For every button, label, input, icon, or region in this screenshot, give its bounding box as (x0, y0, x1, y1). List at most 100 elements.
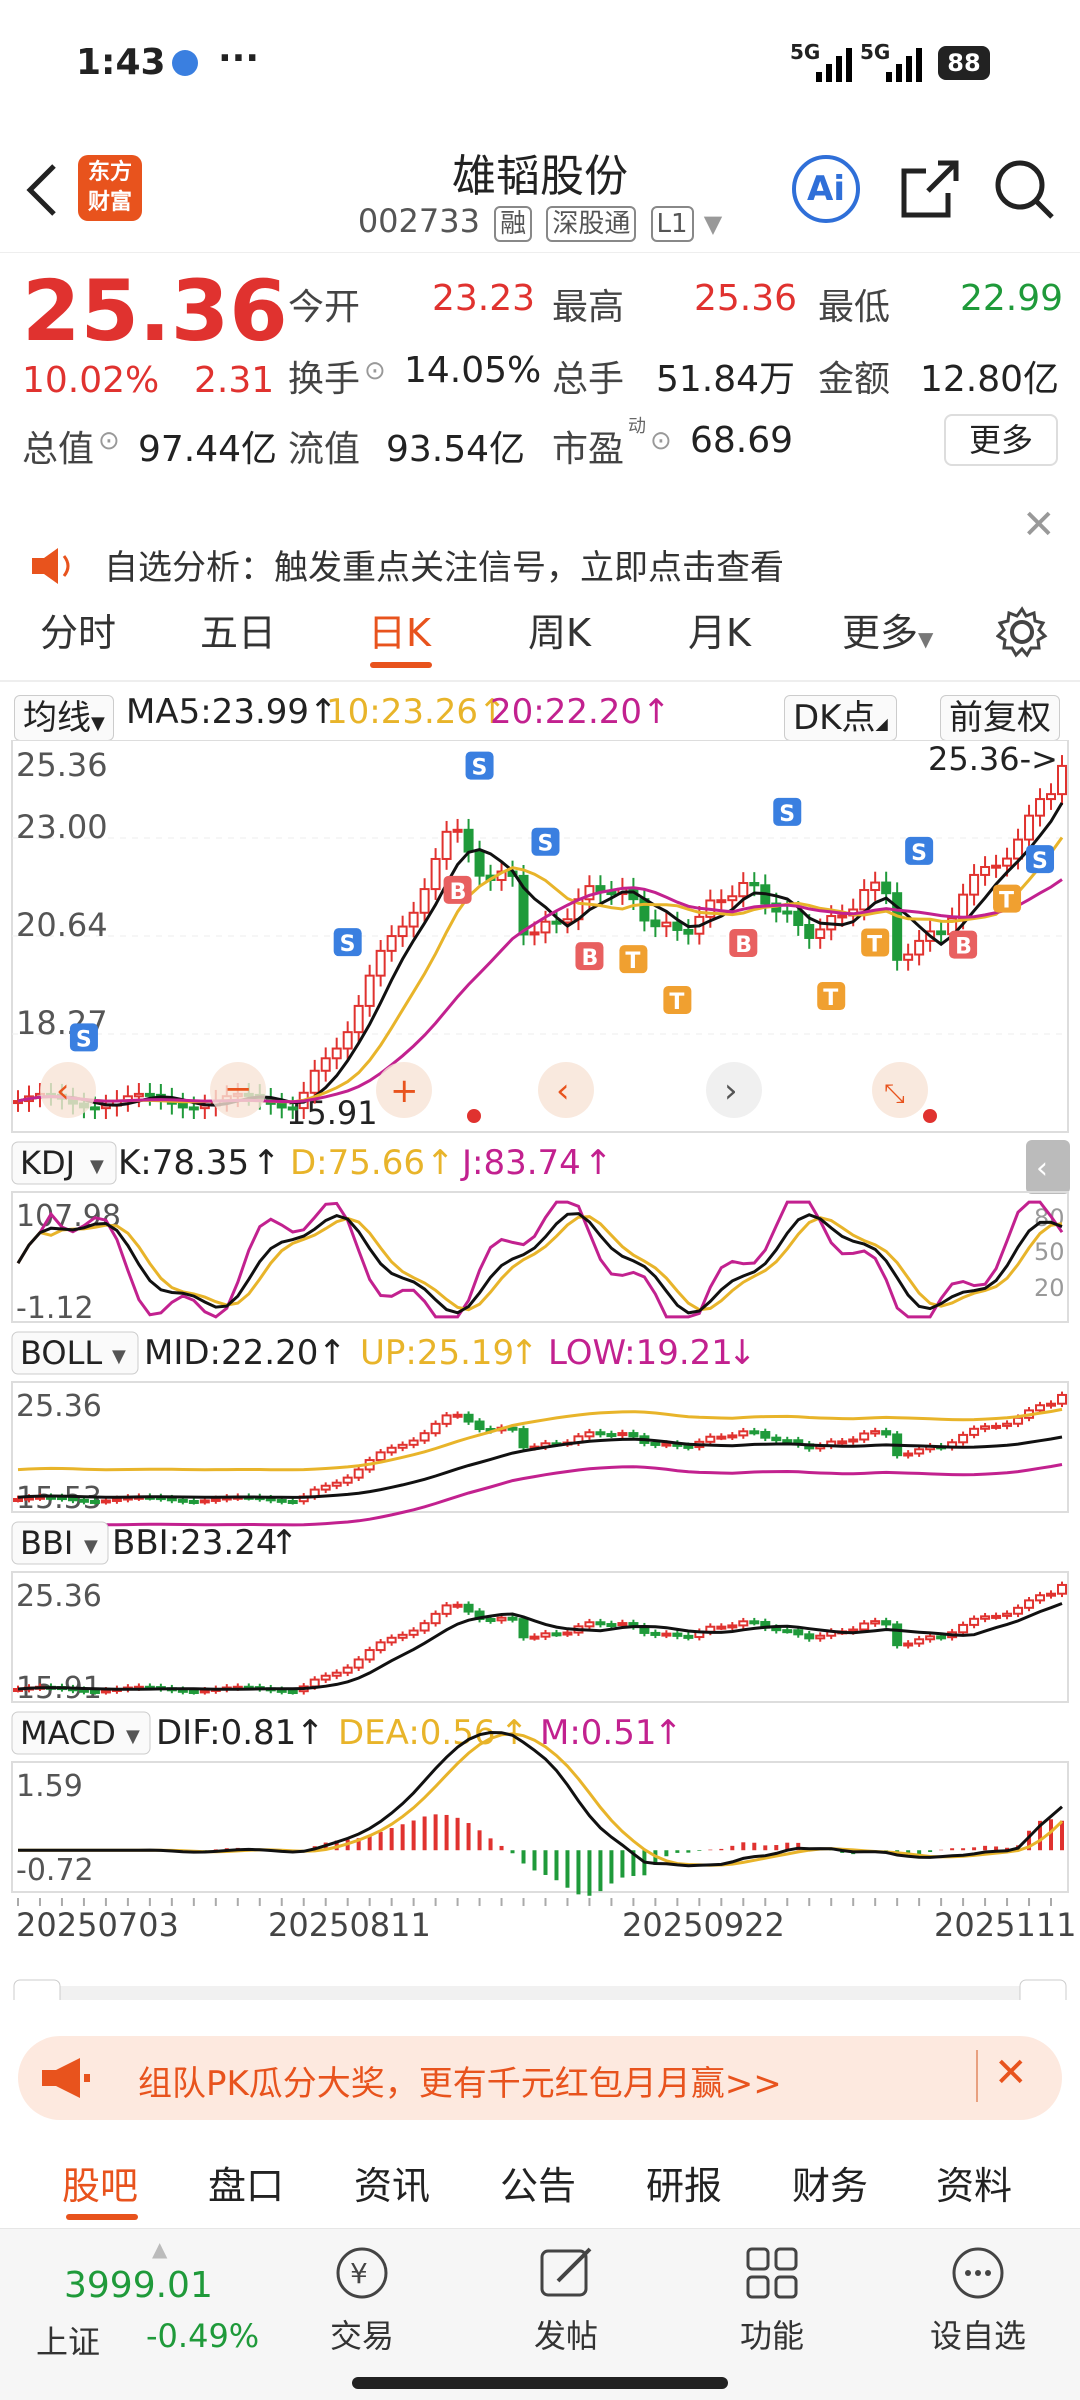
nav-post[interactable]: 发帖 (496, 2243, 636, 2357)
boll-mid-line (17, 1435, 1063, 1499)
candle-body (177, 1102, 188, 1109)
pe-dynamic-mark: 动 (628, 416, 646, 437)
tab-news[interactable]: 资讯 (354, 2164, 431, 2208)
index-change[interactable]: -0.49% (146, 2317, 260, 2355)
tab-weekly-k[interactable]: 周K (528, 611, 591, 655)
candle-body (430, 1422, 441, 1435)
arrow-up-icon: ↑ (510, 1333, 539, 1373)
open-value: 23.23 (432, 278, 536, 319)
candle-body (1013, 838, 1024, 860)
tab-daily-k[interactable]: 日K (368, 611, 431, 655)
candle-body (188, 1106, 199, 1111)
macd-m: M:0.51 (540, 1713, 657, 1753)
candle-body (419, 1432, 430, 1442)
candle-body (111, 1497, 122, 1502)
app-logo: 东方财富 (78, 155, 142, 221)
ma20-label: 20:22.20 (490, 692, 643, 732)
nav-circle (706, 1062, 762, 1118)
tab-five-day[interactable]: 五日 (200, 611, 277, 655)
boll-candles (13, 1391, 1067, 1505)
settings-icon[interactable] (995, 606, 1048, 662)
charts-area[interactable]: 25.36 23.00 20.64 18.27 25.36-> 15.91 SS… (0, 740, 1080, 2000)
candle-body (100, 1499, 111, 1504)
candle-body (320, 1674, 331, 1681)
candle-body (650, 1441, 661, 1446)
mktcap-value: 97.44亿 (138, 429, 278, 470)
stock-name: 雄韬股份 (452, 151, 628, 202)
ai-button[interactable]: Ai (792, 155, 860, 223)
nav-circle (210, 1062, 266, 1118)
promo-banner[interactable]: 组队PK瓜分大奖，更有千元红包月月赢>> ✕ (18, 2036, 1062, 2120)
nav-trade[interactable]: ¥ 交易 (292, 2243, 432, 2357)
ma10-label: 10:23.26 (326, 692, 479, 732)
candle-body (991, 864, 1002, 869)
candle-body (661, 921, 672, 928)
alert-banner[interactable]: 自选分析：触发重点关注信号，立即点击查看 ✕ (0, 486, 1080, 586)
info-icon[interactable]: ⊙ (98, 426, 120, 456)
nav-watchlist[interactable]: 设自选 (908, 2243, 1048, 2357)
signal-icon-2 (882, 46, 922, 86)
tab-monthly-k[interactable]: 月K (688, 611, 751, 655)
nav-functions[interactable]: 功能 (702, 2243, 842, 2357)
info-icon[interactable]: ⊙ (364, 356, 386, 386)
ma-selector[interactable]: 均线▼ (14, 690, 114, 741)
candle-body (749, 1620, 760, 1625)
tab-order-book[interactable]: 盘口 (208, 2164, 285, 2208)
tab-financials[interactable]: 财务 (792, 2164, 869, 2208)
candle-body (1035, 1404, 1046, 1412)
home-indicator[interactable] (352, 2377, 728, 2389)
signal-badge-letter: B (955, 935, 972, 960)
index-value[interactable]: 3999.01 (64, 2265, 213, 2306)
dot (467, 1109, 481, 1123)
arrow-up-icon: ↑ (584, 1143, 613, 1183)
close-icon[interactable]: ✕ (994, 2050, 1028, 2096)
more-button[interactable]: 更多 (944, 414, 1058, 466)
boll-frame (11, 1381, 1069, 1513)
signal-badge-letter: S (1032, 849, 1048, 874)
candle-body (870, 881, 881, 892)
tag-connect: 深股通 (546, 206, 637, 242)
tab-intraday[interactable]: 分时 (40, 611, 117, 655)
candle-body (969, 1617, 980, 1626)
tab-research[interactable]: 研报 (646, 2164, 723, 2208)
candle-body (507, 1616, 518, 1621)
signal-badge (1026, 845, 1055, 874)
candle-body (452, 828, 463, 833)
tab-more[interactable]: 更多▼ (842, 602, 933, 657)
candle-body (144, 1092, 155, 1097)
candle-body (408, 911, 419, 928)
search-icon[interactable] (992, 157, 1056, 225)
kdj-y-label: -1.12 (16, 1291, 94, 1326)
tab-profile[interactable]: 资料 (936, 2164, 1013, 2208)
macd-name: MACD (20, 1714, 116, 1752)
candle-body (452, 1413, 463, 1418)
stock-code-row[interactable]: 002733 融 深股通 L1 ▼ (0, 202, 1080, 242)
candle-body (562, 918, 573, 924)
ma5-label: MA5:23.99 (126, 692, 310, 732)
candle-body (815, 928, 826, 939)
candle-body (848, 1438, 859, 1443)
candle-body (1046, 793, 1057, 801)
candle-body (287, 1500, 298, 1505)
index-name[interactable]: 上证 (36, 2323, 101, 2361)
promo-text: 组队PK瓜分大奖，更有千元红包月月赢>> (138, 2064, 782, 2104)
candle-body (562, 1631, 573, 1636)
candle-body (892, 892, 903, 961)
tab-announcements[interactable]: 公告 (500, 2164, 577, 2208)
adjust-button[interactable]: 前复权 (940, 690, 1060, 741)
kline-y-label: 25.36 (16, 746, 108, 784)
tab-forum[interactable]: 股吧 (62, 2164, 139, 2208)
candle-body (199, 1689, 210, 1694)
boll-up-line (17, 1407, 1063, 1472)
back-icon[interactable] (22, 160, 62, 224)
candle-body (672, 1632, 683, 1637)
signal-badge-letter: T (823, 986, 838, 1011)
dk-button[interactable]: DK点◢ (784, 690, 897, 741)
candle-body (364, 974, 375, 1007)
candle-body (661, 1442, 672, 1447)
share-icon[interactable] (898, 157, 962, 225)
close-icon[interactable]: ✕ (1022, 502, 1056, 548)
candle-body (936, 1635, 947, 1640)
expand-up-icon[interactable]: ▲ (152, 2237, 168, 2261)
info-icon[interactable]: ⊙ (650, 426, 672, 456)
